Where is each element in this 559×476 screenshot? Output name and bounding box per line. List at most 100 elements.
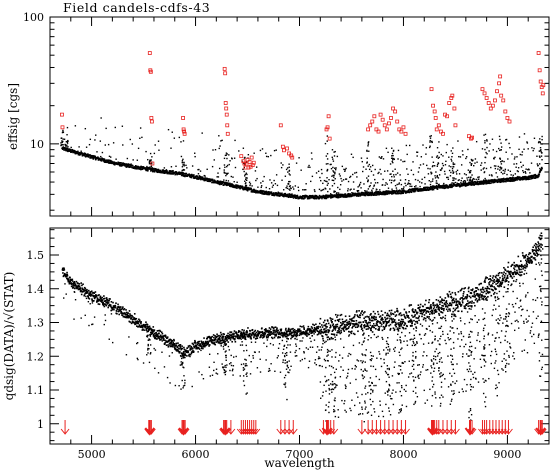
top-data-point bbox=[242, 169, 243, 170]
top-data-point bbox=[224, 158, 225, 159]
top-data-point bbox=[275, 183, 276, 184]
top-data-point bbox=[390, 173, 391, 174]
top-data-point bbox=[389, 179, 390, 180]
top-red-square-point bbox=[150, 120, 153, 123]
top-data-point bbox=[141, 137, 142, 138]
top-data-point bbox=[335, 167, 336, 168]
top-data-point bbox=[342, 194, 343, 195]
top-data-point bbox=[327, 185, 328, 186]
bottom-data-point bbox=[322, 336, 324, 338]
top-red-square-point bbox=[471, 136, 474, 139]
top-data-point bbox=[66, 148, 67, 149]
bottom-data-point bbox=[471, 293, 473, 295]
top-data-point bbox=[457, 170, 458, 171]
bottom-data-point bbox=[109, 298, 111, 300]
top-data-point bbox=[412, 188, 413, 189]
bottom-data-point bbox=[270, 333, 272, 335]
bottom-data-point bbox=[209, 344, 211, 346]
top-data-point bbox=[169, 172, 170, 173]
bottom-data-point bbox=[479, 299, 481, 301]
top-data-point bbox=[269, 179, 270, 180]
top-data-point bbox=[115, 127, 116, 128]
bottom-data-point bbox=[443, 308, 445, 310]
bottom-data-point bbox=[243, 332, 245, 334]
bottom-data-point bbox=[219, 338, 221, 340]
top-data-point bbox=[66, 141, 67, 142]
bottom-data-point bbox=[505, 269, 507, 271]
bottom-data-point bbox=[339, 328, 341, 330]
bottom-data-point bbox=[112, 309, 114, 311]
top-data-point bbox=[504, 172, 505, 173]
top-data-point bbox=[412, 161, 413, 162]
bottom-data-point bbox=[300, 326, 302, 328]
top-data-point bbox=[528, 169, 529, 170]
top-red-square-point bbox=[224, 101, 227, 104]
bottom-data-point bbox=[318, 326, 320, 328]
top-data-point bbox=[485, 134, 486, 135]
top-data-point bbox=[469, 162, 470, 163]
top-data-point bbox=[360, 182, 361, 183]
bottom-data-point bbox=[312, 324, 314, 326]
bottom-data-point bbox=[427, 316, 429, 318]
top-data-point bbox=[431, 141, 432, 142]
top-data-point bbox=[460, 156, 461, 157]
top-data-point bbox=[368, 188, 369, 189]
top-data-point bbox=[458, 156, 459, 157]
top-data-point bbox=[437, 166, 438, 167]
bottom-data-point bbox=[474, 293, 476, 295]
top-data-point bbox=[122, 126, 123, 127]
top-data-point bbox=[334, 183, 335, 184]
top-red-square-point bbox=[433, 110, 436, 113]
bottom-data-point bbox=[163, 339, 165, 341]
top-data-point bbox=[456, 171, 457, 172]
top-data-point bbox=[327, 140, 328, 141]
top-data-point bbox=[286, 185, 287, 186]
bottom-data-point bbox=[446, 303, 448, 305]
top-data-point bbox=[138, 148, 139, 149]
bottom-data-point bbox=[484, 280, 486, 282]
top-data-point bbox=[180, 141, 181, 142]
top-data-point bbox=[433, 162, 434, 163]
top-data-point bbox=[64, 139, 65, 140]
bottom-data-point bbox=[139, 320, 141, 322]
bottom-data-point bbox=[489, 288, 491, 290]
bottom-data-point bbox=[370, 330, 372, 332]
top-data-point bbox=[334, 173, 335, 174]
bottom-data-point bbox=[417, 312, 419, 314]
top-data-point bbox=[282, 164, 283, 165]
top-data-point bbox=[491, 175, 492, 176]
top-data-point bbox=[365, 193, 366, 194]
bottom-data-point bbox=[187, 351, 189, 353]
top-data-point bbox=[490, 180, 491, 181]
top-data-point bbox=[442, 163, 443, 164]
bottom-data-point bbox=[451, 297, 453, 299]
top-red-square-point bbox=[326, 126, 329, 129]
bottom-data-point bbox=[239, 331, 241, 333]
top-data-point bbox=[345, 168, 346, 169]
bottom-data-point bbox=[503, 267, 505, 269]
top-data-point bbox=[336, 192, 337, 193]
bottom-data-point bbox=[336, 316, 338, 318]
top-data-point bbox=[489, 143, 490, 144]
bottom-data-point bbox=[340, 322, 342, 324]
top-data-point bbox=[326, 163, 327, 164]
top-data-point bbox=[388, 188, 389, 189]
bottom-data-point bbox=[374, 316, 376, 318]
top-data-point bbox=[127, 158, 128, 159]
top-data-point bbox=[390, 163, 391, 164]
bottom-data-point bbox=[100, 296, 102, 298]
bottom-data-point bbox=[442, 302, 444, 304]
bottom-data-point bbox=[434, 306, 436, 308]
bottom-data-point bbox=[395, 322, 397, 324]
top-red-square-point bbox=[61, 126, 64, 129]
bottom-data-point bbox=[79, 285, 81, 287]
top-data-point bbox=[468, 183, 469, 184]
bottom-data-point bbox=[255, 333, 257, 335]
top-red-square-point bbox=[60, 113, 63, 116]
bottom-data-point bbox=[335, 324, 337, 326]
top-data-point bbox=[368, 143, 369, 144]
top-red-square-point bbox=[226, 132, 229, 135]
bottom-data-point bbox=[140, 323, 142, 325]
bottom-data-point bbox=[312, 327, 314, 329]
bottom-data-point bbox=[332, 323, 334, 325]
